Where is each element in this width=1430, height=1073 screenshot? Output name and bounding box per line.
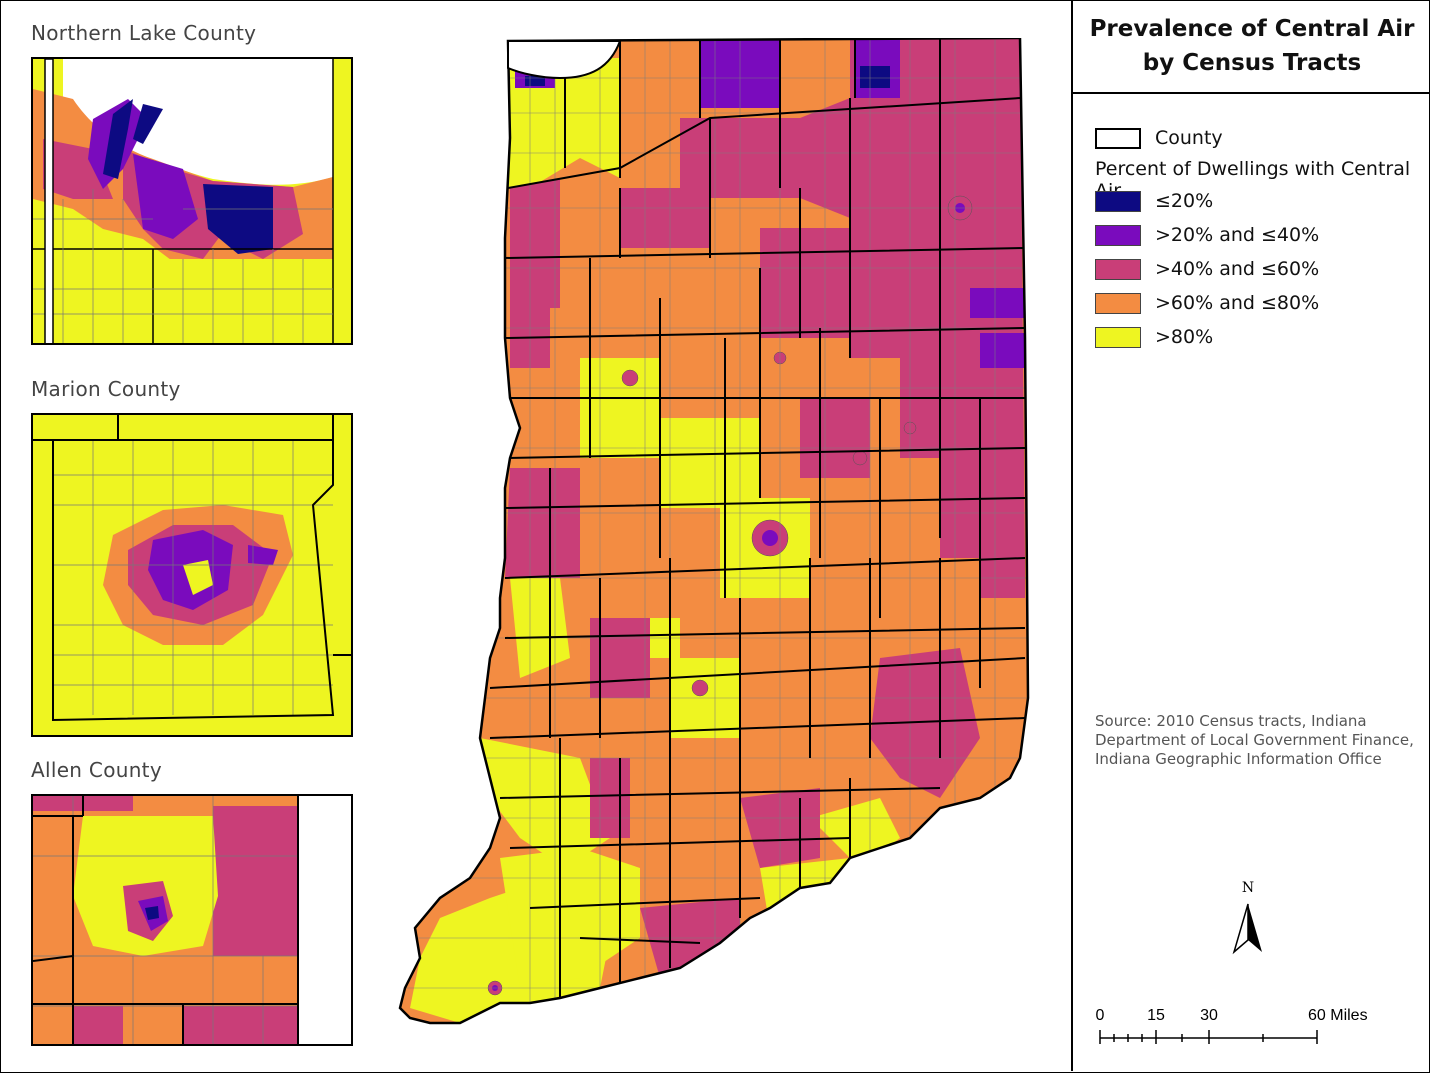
source-line-1: Source: 2010 Census tracts, Indiana — [1095, 712, 1367, 730]
source-line-3: Indiana Geographic Information Office — [1095, 750, 1382, 768]
scale-label-60: 60 Miles — [1308, 1007, 1368, 1024]
county-swatch — [1095, 127, 1141, 149]
legend-class-3: >60% and ≤80% — [1095, 292, 1319, 314]
north-arrow-icon: N — [1228, 878, 1268, 958]
inset-map-lake[interactable] — [31, 57, 353, 345]
class-label-3: >60% and ≤80% — [1155, 292, 1320, 314]
inset-title-lake: Northern Lake County — [31, 21, 257, 45]
north-label: N — [1242, 880, 1254, 896]
class-label-1: >20% and ≤40% — [1155, 224, 1320, 246]
legend-title-line2: by Census Tracts — [1142, 50, 1362, 76]
class-swatch-4 — [1095, 326, 1141, 348]
source-line-2: Department of Local Government Finance, — [1095, 731, 1414, 749]
inset-title-marion: Marion County — [31, 377, 181, 401]
legend-title: Prevalence of Central Air by Census Trac… — [1073, 0, 1430, 94]
scale-label-30: 30 — [1200, 1007, 1218, 1024]
class-swatch-1 — [1095, 224, 1141, 246]
legend-class-0: ≤20% — [1095, 190, 1213, 212]
inset-title-allen: Allen County — [31, 758, 162, 782]
class-swatch-0 — [1095, 190, 1141, 212]
source-note: Source: 2010 Census tracts, Indiana Depa… — [1095, 712, 1425, 769]
indiana-main-map[interactable] — [380, 38, 1040, 1038]
scale-bar: 0 15 30 60 Miles — [1095, 1000, 1395, 1050]
inset-map-marion[interactable] — [31, 413, 353, 737]
class-label-2: >40% and ≤60% — [1155, 258, 1320, 280]
legend-county-row: County — [1095, 127, 1223, 149]
legend-panel: Prevalence of Central Air by Census Trac… — [1071, 0, 1430, 1071]
class-label-4: >80% — [1155, 326, 1214, 348]
legend-class-4: >80% — [1095, 326, 1213, 348]
county-label: County — [1155, 127, 1223, 149]
legend-title-line1: Prevalence of Central Air — [1089, 16, 1415, 42]
class-swatch-3 — [1095, 292, 1141, 314]
class-label-0: ≤20% — [1155, 190, 1214, 212]
scale-label-0: 0 — [1096, 1007, 1105, 1024]
class-swatch-2 — [1095, 258, 1141, 280]
scale-label-15: 15 — [1147, 1007, 1165, 1024]
inset-map-allen[interactable] — [31, 794, 353, 1046]
legend-class-1: >20% and ≤40% — [1095, 224, 1319, 246]
legend-class-2: >40% and ≤60% — [1095, 258, 1319, 280]
